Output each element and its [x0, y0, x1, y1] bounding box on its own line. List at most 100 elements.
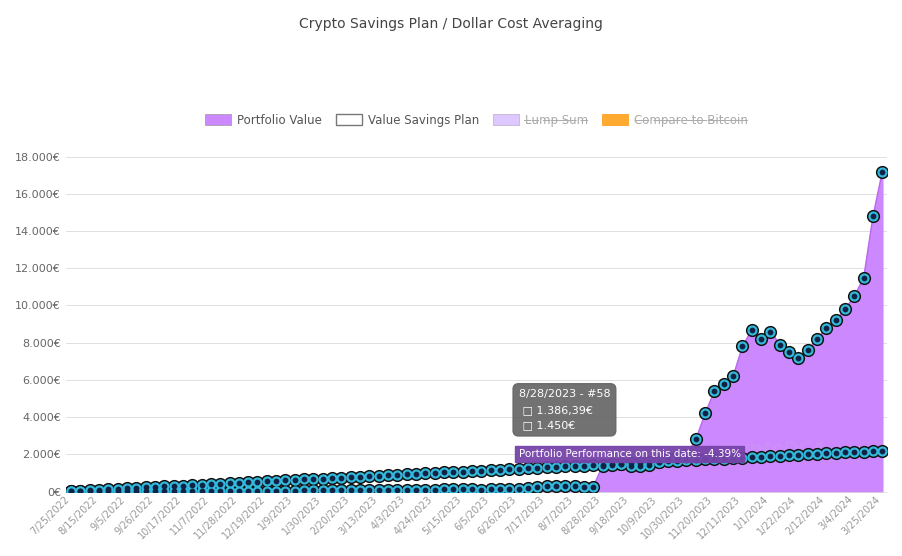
- Point: [810, 449, 824, 458]
- Point: [763, 452, 778, 461]
- Point: [353, 472, 367, 481]
- Point: [241, 486, 255, 495]
- Point: [642, 458, 657, 466]
- Point: [754, 335, 769, 344]
- Point: [325, 474, 339, 483]
- Point: [437, 485, 451, 494]
- Point: [166, 481, 180, 490]
- Point: [866, 212, 880, 221]
- Point: [595, 460, 610, 469]
- Point: [707, 386, 722, 395]
- Point: [176, 486, 190, 495]
- Point: [166, 486, 180, 495]
- Point: [754, 335, 769, 344]
- Point: [782, 451, 796, 460]
- Point: [185, 486, 199, 495]
- Point: [269, 476, 283, 485]
- Point: [92, 485, 106, 494]
- Point: [372, 471, 386, 480]
- Point: [344, 485, 358, 494]
- Point: [288, 475, 302, 484]
- Point: [772, 451, 787, 460]
- Point: [511, 484, 526, 493]
- Point: [679, 451, 694, 460]
- Point: [483, 466, 498, 475]
- Point: [791, 353, 805, 362]
- Point: [829, 449, 843, 458]
- Point: [735, 342, 750, 351]
- Point: [316, 474, 330, 483]
- Point: [101, 485, 115, 494]
- Point: [241, 486, 255, 495]
- Point: [520, 464, 535, 473]
- Legend: Portfolio Value, Value Savings Plan, L̶u̶m̶p̶ ̶S̶u̶m̶, C̶o̶m̶p̶a̶r̶e̶ ̶t̶o̶ ̶B̶i: Portfolio Value, Value Savings Plan, L̶u…: [200, 109, 753, 131]
- Point: [307, 486, 321, 495]
- Point: [456, 485, 470, 494]
- Point: [604, 460, 619, 469]
- Point: [222, 486, 236, 495]
- Point: [614, 459, 629, 468]
- Point: [344, 473, 358, 481]
- Point: [857, 273, 871, 282]
- Point: [194, 480, 208, 489]
- Point: [335, 473, 349, 482]
- Point: [120, 486, 134, 495]
- Point: [595, 461, 610, 470]
- Point: [409, 485, 423, 494]
- Point: [530, 463, 545, 472]
- Point: [204, 480, 218, 489]
- Point: [782, 348, 796, 356]
- Point: [679, 451, 694, 460]
- Point: [213, 486, 227, 495]
- Point: [391, 470, 405, 479]
- Point: [857, 447, 871, 456]
- Point: [707, 455, 722, 464]
- Point: [437, 468, 451, 477]
- Point: [157, 486, 171, 495]
- Point: [744, 453, 759, 461]
- Point: [726, 454, 741, 463]
- Point: [688, 455, 703, 464]
- Point: [660, 455, 675, 464]
- Point: [110, 486, 124, 495]
- Point: [297, 486, 311, 495]
- Point: [492, 485, 507, 494]
- Point: [419, 485, 433, 494]
- Point: [110, 484, 124, 493]
- Point: [548, 463, 563, 471]
- Point: [548, 481, 563, 490]
- Point: [539, 463, 554, 472]
- Point: [800, 346, 815, 355]
- Point: [726, 372, 741, 381]
- Point: [586, 460, 601, 469]
- Point: [194, 486, 208, 495]
- Point: [297, 475, 311, 484]
- Point: [344, 473, 358, 481]
- Point: [763, 452, 778, 461]
- Point: [307, 486, 321, 495]
- Point: [325, 474, 339, 483]
- Point: [576, 482, 591, 491]
- Point: [269, 476, 283, 485]
- Point: [428, 485, 442, 494]
- Point: [157, 482, 171, 491]
- Point: [222, 479, 236, 488]
- Point: [651, 458, 666, 466]
- Point: [819, 324, 833, 332]
- Point: [847, 292, 861, 301]
- Point: [138, 486, 152, 495]
- Point: [707, 386, 722, 395]
- Point: [110, 486, 124, 495]
- Point: [698, 409, 713, 418]
- Point: [670, 456, 685, 465]
- Point: [492, 465, 507, 474]
- Point: [763, 327, 778, 336]
- Point: [316, 474, 330, 483]
- Point: [623, 459, 638, 468]
- Point: [363, 471, 377, 480]
- Point: [110, 484, 124, 493]
- Point: [483, 485, 498, 494]
- Point: [586, 482, 601, 491]
- Point: [176, 486, 190, 495]
- Point: [595, 461, 610, 470]
